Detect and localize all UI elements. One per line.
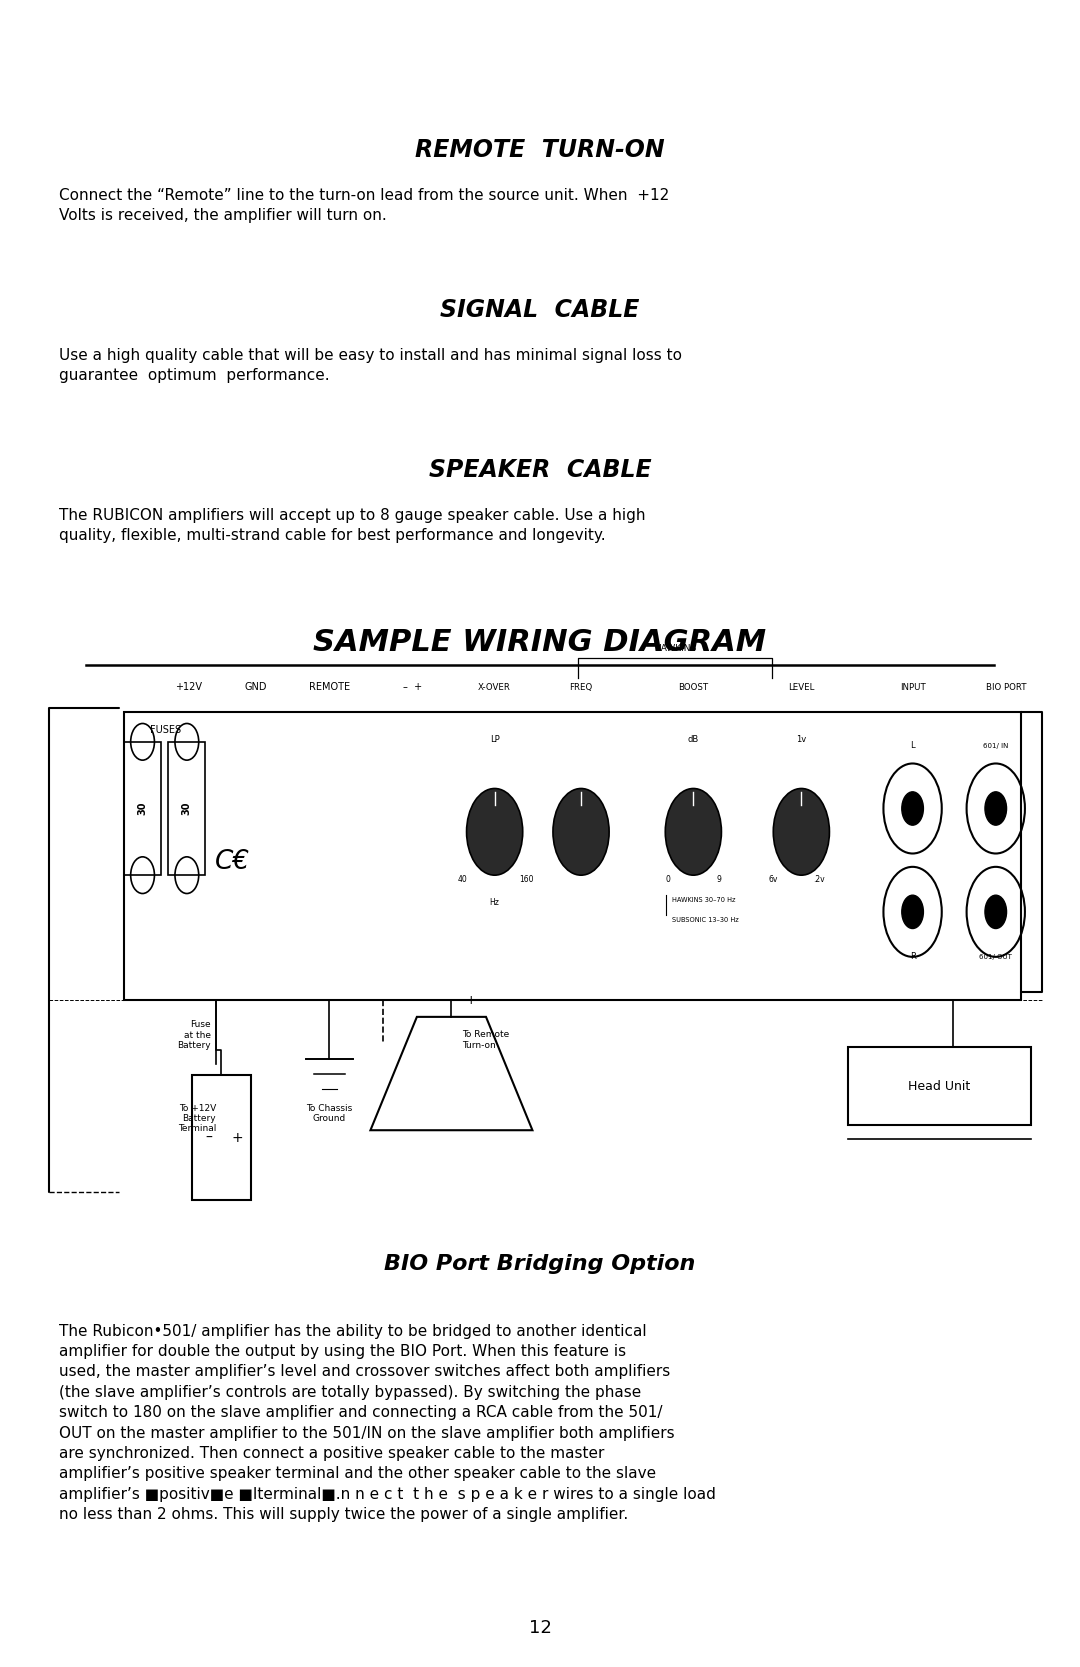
Text: 30: 30 bbox=[137, 802, 148, 815]
Text: HAWKINS 30–70 Hz: HAWKINS 30–70 Hz bbox=[672, 897, 735, 904]
Text: To +12V
Battery
Terminal: To +12V Battery Terminal bbox=[177, 1104, 216, 1134]
Circle shape bbox=[985, 792, 1007, 825]
Text: 601/ OUT: 601/ OUT bbox=[980, 954, 1012, 960]
Text: GND: GND bbox=[245, 682, 267, 692]
Text: –  +: – + bbox=[403, 682, 422, 692]
Text: L: L bbox=[910, 742, 915, 750]
Text: To Chassis
Ground: To Chassis Ground bbox=[307, 1104, 352, 1124]
Text: FREQ: FREQ bbox=[569, 683, 593, 692]
Text: Connect the “Remote” line to the turn-on lead from the source unit. When  +12
Vo: Connect the “Remote” line to the turn-on… bbox=[59, 188, 670, 223]
Text: 40: 40 bbox=[457, 875, 468, 884]
Text: Hz: Hz bbox=[489, 899, 500, 907]
Text: REMOTE  TURN-ON: REMOTE TURN-ON bbox=[415, 138, 665, 162]
Text: BIO PORT: BIO PORT bbox=[986, 683, 1027, 692]
Text: 0: 0 bbox=[665, 875, 670, 884]
Circle shape bbox=[467, 788, 523, 875]
Text: The RUBICON amplifiers will accept up to 8 gauge speaker cable. Use a high
quali: The RUBICON amplifiers will accept up to… bbox=[59, 508, 646, 543]
Circle shape bbox=[902, 792, 923, 825]
Text: BOOST: BOOST bbox=[678, 683, 708, 692]
Text: +: + bbox=[465, 994, 476, 1007]
Text: dB: dB bbox=[688, 735, 699, 743]
Text: Fuse
at the
Battery: Fuse at the Battery bbox=[177, 1020, 211, 1050]
Text: LP: LP bbox=[489, 735, 500, 743]
Text: –: – bbox=[205, 1130, 212, 1145]
Text: LEVEL: LEVEL bbox=[788, 683, 814, 692]
Text: 12: 12 bbox=[528, 1619, 552, 1637]
Circle shape bbox=[902, 895, 923, 929]
Text: REMOTE: REMOTE bbox=[309, 682, 350, 692]
Text: Use a high quality cable that will be easy to install and has minimal signal los: Use a high quality cable that will be ea… bbox=[59, 348, 683, 383]
Text: 1v: 1v bbox=[796, 735, 807, 743]
Text: +12V: +12V bbox=[175, 682, 203, 692]
Text: 6v: 6v bbox=[769, 875, 778, 884]
Text: The Rubicon•501/ amplifier has the ability to be bridged to another identical
am: The Rubicon•501/ amplifier has the abili… bbox=[59, 1324, 716, 1522]
Circle shape bbox=[553, 788, 609, 875]
Text: –: – bbox=[429, 994, 435, 1007]
Text: INPUT: INPUT bbox=[900, 683, 926, 692]
Text: 30: 30 bbox=[181, 802, 192, 815]
Text: BIO Port Bridging Option: BIO Port Bridging Option bbox=[384, 1254, 696, 1274]
Text: R: R bbox=[909, 952, 916, 960]
Text: +: + bbox=[232, 1130, 243, 1145]
Text: To Remote
Turn-on: To Remote Turn-on bbox=[462, 1030, 510, 1050]
Text: SPEAKER  CABLE: SPEAKER CABLE bbox=[429, 458, 651, 482]
Text: SUBSONIC 13–30 Hz: SUBSONIC 13–30 Hz bbox=[672, 917, 739, 924]
Text: FUSES: FUSES bbox=[150, 725, 180, 735]
Text: C€: C€ bbox=[215, 849, 249, 875]
Text: 160: 160 bbox=[518, 875, 534, 884]
Text: Head Unit: Head Unit bbox=[908, 1080, 971, 1092]
Text: 9: 9 bbox=[717, 875, 721, 884]
Text: X-OVER: X-OVER bbox=[478, 683, 511, 692]
Text: SAMPLE WIRING DIAGRAM: SAMPLE WIRING DIAGRAM bbox=[313, 628, 767, 657]
Circle shape bbox=[985, 895, 1007, 929]
Text: 601/ IN: 601/ IN bbox=[983, 743, 1009, 750]
Circle shape bbox=[665, 788, 721, 875]
Text: HAWKINS: HAWKINS bbox=[653, 645, 697, 653]
Text: SIGNAL  CABLE: SIGNAL CABLE bbox=[441, 298, 639, 322]
Text: .2v: .2v bbox=[813, 875, 824, 884]
Circle shape bbox=[773, 788, 829, 875]
